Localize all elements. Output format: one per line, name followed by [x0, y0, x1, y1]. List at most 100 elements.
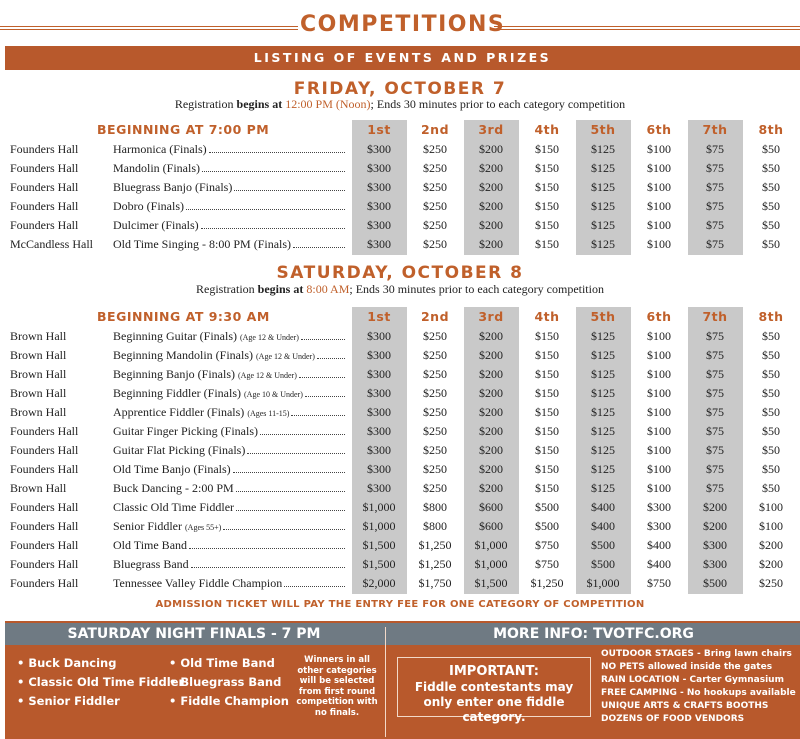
leader-dots — [202, 171, 345, 172]
event: Harmonica (Finals) — [113, 140, 347, 159]
prize: $250 — [423, 405, 447, 419]
leader-dots — [234, 190, 345, 191]
prize: $200 — [479, 348, 503, 362]
place-header: 7th — [702, 309, 728, 324]
title-rule — [0, 26, 298, 30]
leader-dots — [298, 377, 345, 378]
hall: Founders Hall — [10, 180, 79, 194]
leader-dots — [232, 472, 345, 473]
place-header: 7th — [702, 122, 728, 137]
prize: $600 — [479, 500, 503, 514]
finals-item-text: Senior Fiddler — [28, 694, 120, 708]
prize: $250 — [423, 443, 447, 457]
event-note: (Ages 11-15) — [247, 409, 290, 418]
prize: $125 — [591, 462, 615, 476]
place-header: 3rd — [478, 309, 504, 324]
info-note: FREE CAMPING - No hookups available — [601, 688, 796, 698]
finals-item: • Classic Old Time Fiddler — [17, 675, 185, 689]
hall: Brown Hall — [10, 481, 67, 495]
prize: $250 — [423, 180, 447, 194]
prize: $150 — [535, 405, 559, 419]
info-note: NO PETS allowed inside the gates — [601, 662, 773, 672]
event-name: Beginning Guitar (Finals) — [113, 329, 237, 343]
event: Beginning Mandolin (Finals) (Age 12 & Und… — [113, 346, 347, 366]
leader-dots — [186, 209, 345, 210]
prize: $75 — [706, 367, 724, 381]
prize: $300 — [367, 329, 391, 343]
shaded-column — [576, 307, 631, 594]
prize: $150 — [535, 237, 559, 251]
prize: $1,500 — [362, 557, 396, 571]
prize: $200 — [479, 405, 503, 419]
event: Senior Fiddler (Ages 55+) — [113, 517, 347, 537]
registration-text: ; Ends 30 minutes prior to each category… — [349, 282, 604, 296]
prize: $300 — [367, 481, 391, 495]
prize: $75 — [706, 218, 724, 232]
prize: $500 — [703, 576, 727, 590]
leader-dots — [304, 396, 345, 397]
prize: $300 — [367, 367, 391, 381]
registration: Registration begins at 12:00 PM (Noon); … — [0, 97, 800, 112]
prize: $150 — [535, 348, 559, 362]
prize: $50 — [762, 443, 780, 457]
prize: $200 — [479, 481, 503, 495]
hall: Founders Hall — [10, 443, 79, 457]
prize: $100 — [759, 519, 783, 533]
prize: $300 — [367, 443, 391, 457]
prize: $50 — [762, 405, 780, 419]
event-name: Guitar Flat Picking (Finals) — [113, 443, 246, 457]
event: Guitar Flat Picking (Finals) — [113, 441, 347, 460]
event-name: Buck Dancing - 2:00 PM — [113, 481, 234, 495]
prize: $150 — [535, 424, 559, 438]
event-name: Guitar Finger Picking (Finals) — [113, 424, 258, 438]
prize: $200 — [479, 237, 503, 251]
info-note: RAIN LOCATION - Carter Gymnasium — [601, 675, 784, 685]
prize: $300 — [367, 386, 391, 400]
place-header: 6th — [646, 309, 672, 324]
prize: $75 — [706, 424, 724, 438]
hall: Brown Hall — [10, 386, 67, 400]
prize: $75 — [706, 405, 724, 419]
prize: $100 — [647, 405, 671, 419]
start-time: BEGINNING AT 9:30 AM — [97, 309, 270, 324]
prize: $75 — [706, 142, 724, 156]
hall: Founders Hall — [10, 424, 79, 438]
prize: $300 — [647, 500, 671, 514]
leader-dots — [189, 548, 345, 549]
prize: $300 — [647, 519, 671, 533]
registration-bold: begins at — [236, 97, 283, 111]
prize: $125 — [591, 481, 615, 495]
prize: $100 — [759, 500, 783, 514]
prize: $75 — [706, 443, 724, 457]
prize: $300 — [367, 180, 391, 194]
prize: $125 — [591, 142, 615, 156]
event-name: Old Time Banjo (Finals) — [113, 462, 231, 476]
prize: $50 — [762, 481, 780, 495]
prize: $250 — [423, 424, 447, 438]
prize: $50 — [762, 180, 780, 194]
prize: $75 — [706, 161, 724, 175]
leader-dots — [236, 510, 345, 511]
prize: $150 — [535, 199, 559, 213]
prize: $125 — [591, 218, 615, 232]
prize: $200 — [479, 424, 503, 438]
prize: $250 — [423, 386, 447, 400]
prize: $150 — [535, 329, 559, 343]
event: Beginning Guitar (Finals) (Age 12 & Under… — [113, 327, 347, 347]
leader-dots — [190, 567, 345, 568]
prize: $250 — [423, 367, 447, 381]
info-heading: MORE INFO: TVOTFC.ORG — [493, 626, 694, 642]
prize: $200 — [479, 180, 503, 194]
event: Old Time Banjo (Finals) — [113, 460, 347, 479]
title-rule — [494, 26, 800, 30]
hall: Founders Hall — [10, 199, 79, 213]
registration-time: 8:00 AM — [306, 282, 350, 296]
prize: $400 — [591, 500, 615, 514]
prize: $125 — [591, 386, 615, 400]
important-text: Fiddle contestants may only enter one fi… — [414, 680, 574, 724]
leader-dots — [223, 529, 345, 530]
prize: $75 — [706, 180, 724, 194]
event: Classic Old Time Fiddler — [113, 498, 347, 517]
prize: $800 — [423, 519, 447, 533]
finals-item: • Senior Fiddler — [17, 694, 120, 708]
